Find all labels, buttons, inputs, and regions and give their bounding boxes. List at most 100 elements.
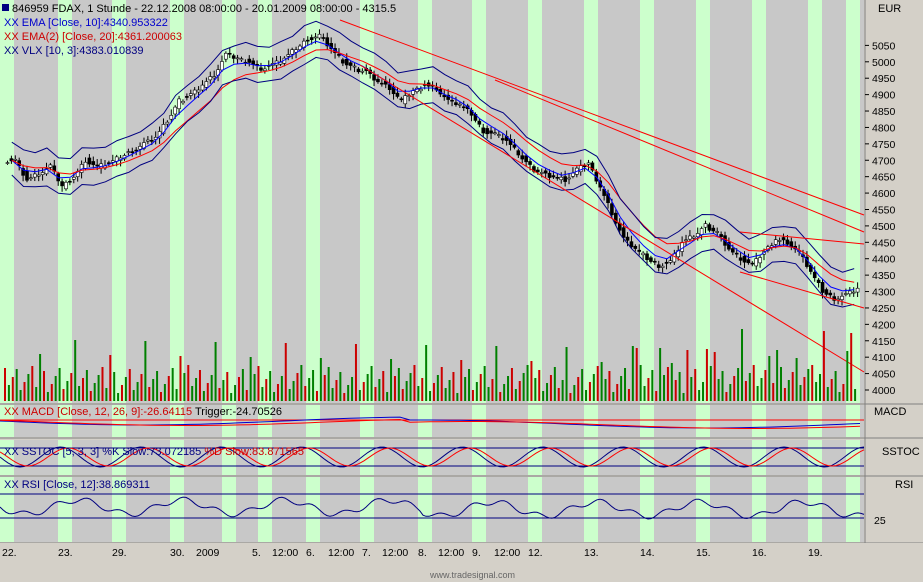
y-tick-label: 5000: [872, 57, 896, 69]
volume-bar: [694, 369, 697, 401]
volume-bar: [842, 384, 845, 401]
y-tick-label: 4450: [872, 237, 896, 249]
candle-body: [48, 164, 53, 168]
legend-ema[interactable]: XX EMA [Close, 10]:4340.953322: [4, 17, 168, 29]
volume-bar: [109, 355, 112, 401]
legend-macd[interactable]: XX MACD [Close, 12, 26, 9]:-26.64115 Tri…: [4, 406, 282, 418]
volume-bar: [39, 354, 42, 401]
session-band-1: [58, 405, 72, 437]
volume-bar: [530, 361, 533, 401]
volume-bar: [639, 365, 642, 401]
y-tick-label: 4650: [872, 172, 896, 184]
session-band-10: [528, 477, 542, 542]
candle-body: [40, 172, 45, 176]
candle-body: [181, 100, 185, 104]
volume-bar: [448, 380, 451, 401]
session-band-0: [0, 0, 14, 403]
volume-bar: [70, 373, 73, 401]
volume-bar: [202, 391, 205, 401]
candle-body: [337, 53, 341, 56]
candle-body: [169, 114, 174, 120]
volume-bar: [195, 378, 198, 401]
volume-bar: [483, 366, 486, 401]
candle-body: [703, 223, 708, 228]
candle-body: [360, 70, 365, 73]
candle-body: [13, 158, 18, 161]
candle-body: [192, 89, 197, 95]
volume-bar: [19, 390, 22, 401]
volume-bar: [74, 340, 77, 401]
volume-bar: [206, 383, 209, 401]
session-band-10: [528, 405, 542, 437]
x-tick-label: 22.: [2, 547, 17, 559]
volume-bar: [503, 384, 506, 401]
legend-sstoc[interactable]: XX SSTOC [5, 3, 3] %K Slow:73.072185 %D …: [4, 446, 304, 458]
volume-bar: [460, 360, 463, 401]
candle-body: [83, 161, 88, 169]
session-band-3: [170, 477, 184, 542]
rsi-pane-label: RSI: [895, 479, 913, 491]
session-band-8: [418, 477, 432, 542]
volume-bar: [631, 346, 634, 401]
volume-bar: [518, 381, 521, 401]
volume-bar: [323, 375, 326, 401]
candle-body: [9, 158, 14, 162]
legend-ema2[interactable]: XX EMA(2) [Close, 20]:4361.200063: [4, 31, 182, 43]
session-band-8: [418, 405, 432, 437]
session-band-5: [258, 477, 272, 542]
candle-body: [816, 279, 821, 283]
volume-bar: [487, 387, 490, 401]
candle-body: [641, 252, 645, 256]
session-band-15: [808, 477, 822, 542]
y-tick-label: 4950: [872, 73, 896, 85]
candle-body: [321, 37, 326, 39]
trend-line-4: [739, 271, 865, 309]
candle-body: [781, 237, 786, 241]
session-band-0: [0, 477, 14, 542]
volume-bar: [288, 389, 291, 401]
session-band-4: [222, 477, 236, 542]
candle-body: [71, 177, 76, 180]
volume-bar: [276, 384, 279, 401]
session-band-6: [306, 477, 320, 542]
candle-body: [21, 168, 25, 176]
volume-bar: [612, 392, 615, 401]
volume-bar: [409, 373, 412, 401]
candle-body: [633, 245, 638, 249]
candle-body: [750, 262, 755, 265]
volume-bar: [678, 372, 681, 401]
volume-bar: [822, 331, 825, 401]
candle-body: [110, 160, 115, 163]
volume-bar: [464, 377, 467, 401]
candle-body: [200, 84, 205, 91]
volume-bar: [744, 381, 747, 401]
volume-bar: [327, 367, 330, 401]
session-band-16: [846, 0, 860, 403]
session-band-6: [306, 405, 320, 437]
volume-bar: [756, 386, 759, 401]
legend-rsi[interactable]: XX RSI [Close, 12]:38.869311: [4, 479, 150, 491]
volume-bar: [245, 390, 248, 401]
volume-bar: [491, 379, 494, 401]
candle-body: [727, 242, 731, 250]
volume-bar: [308, 378, 311, 401]
volume-bar: [85, 370, 88, 401]
candle-body: [204, 81, 209, 88]
volume-bar: [635, 348, 638, 401]
candle-body: [844, 293, 848, 295]
candle-body: [711, 227, 716, 232]
volume-bar: [62, 389, 65, 401]
volume-bar: [834, 371, 837, 401]
volume-bar: [663, 375, 666, 401]
candle-body: [692, 236, 696, 239]
legend-vlx[interactable]: XX VLX [10, 3]:4383.010839: [4, 45, 143, 57]
volume-bar: [300, 365, 303, 401]
candle-body: [87, 157, 92, 165]
volume-bar: [58, 368, 61, 401]
candle-body: [688, 235, 692, 240]
volume-bar: [807, 369, 810, 401]
volume-bar: [588, 382, 591, 401]
candle-body: [239, 58, 244, 61]
volume-bar: [417, 386, 420, 401]
candle-body: [855, 287, 860, 293]
